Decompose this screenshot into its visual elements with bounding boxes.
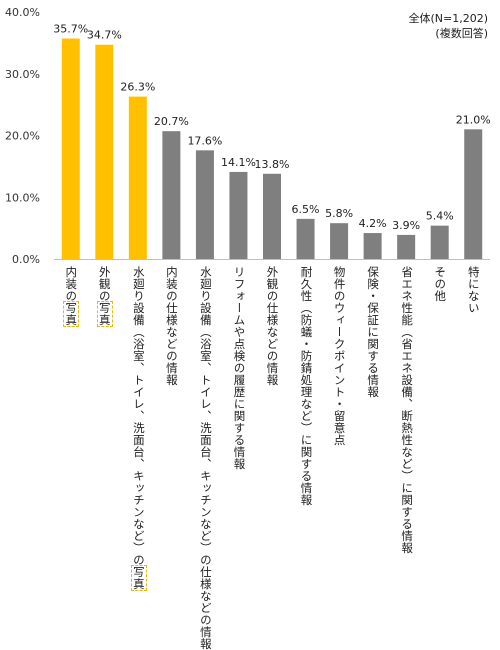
bar [229,171,248,259]
data-label: 5.8% [325,207,353,220]
label-text: 水廻り設備（浴室、トイレ、洗面台、キッチンなど）の [131,266,146,566]
category-label: 耐久性（防蟻・防錆処理など）に関する情報 [299,266,314,506]
bar [464,129,483,259]
y-tick-label: 10.0% [5,191,40,204]
category-label: 内装の写真 [63,266,80,327]
data-label: 34.7% [87,29,122,42]
label-text: 内装の [64,266,79,302]
category-label: 外観の仕様などの情報 [265,266,280,386]
bar [397,234,416,259]
data-label: 6.5% [292,203,320,216]
bar [296,218,315,259]
highlighted-word: 写真 [130,565,147,591]
bar [95,44,114,259]
category-label: その他 [432,266,447,302]
data-label: 21.0% [456,113,491,126]
label-text: 物件のウィークポイント・留意点 [332,266,347,446]
label-text: 外観の [97,266,112,302]
sample-size-note: 全体(N=1,202) [408,12,488,25]
category-label: リフォームや点検の履歴に関する情報 [231,266,246,470]
data-label: 35.7% [53,23,88,36]
bar [128,96,147,259]
label-text: 内装の仕様などの情報 [164,266,179,386]
bar [263,173,281,259]
label-text: 外観の仕様などの情報 [265,266,280,386]
category-label: 水廻り設備（浴室、トイレ、洗面台、キッチンなど）の写真 [130,266,147,591]
category-label: 特にない [466,266,481,314]
bar [61,38,80,259]
category-label: 水廻り設備（浴室、トイレ、洗面台、キッチンなど）の仕様などの情報 [198,266,213,650]
label-text: 特にない [466,266,481,314]
y-tick-label: 30.0% [5,68,40,81]
label-text: 保険・保証に関する情報 [366,266,381,398]
category-label: 外観の写真 [96,266,113,327]
label-text: 省エネ性能（省エネ設備、断熱性など）に関する情報 [400,266,415,554]
category-label: 内装の仕様などの情報 [164,266,179,386]
category-label: 物件のウィークポイント・留意点 [332,266,347,446]
y-tick-label: 0.0% [12,253,40,266]
bar [330,223,349,259]
y-tick-label: 40.0% [5,6,40,19]
label-text: リフォームや点検の履歴に関する情報 [232,266,247,470]
data-label: 5.4% [426,210,454,223]
label-text: 耐久性（防蟻・防錆処理など）に関する情報 [299,266,314,506]
label-text: その他 [433,266,448,302]
bar [363,233,382,259]
category-label: 省エネ性能（省エネ設備、断熱性など）に関する情報 [399,266,414,554]
highlighted-word: 写真 [96,301,113,327]
label-text: 水廻り設備（浴室、トイレ、洗面台、キッチンなど）の仕様などの情報 [198,266,213,650]
y-tick-label: 20.0% [5,130,40,143]
bar [162,131,181,259]
data-label: 26.3% [120,81,155,94]
bar [195,150,214,259]
data-label: 17.6% [187,134,222,147]
data-label: 20.7% [154,115,189,128]
multiple-answer-note: (複数回答) [435,27,488,40]
data-label: 3.9% [392,219,420,232]
data-label: 13.8% [255,158,290,171]
bar-chart: 0.0% 10.0% 20.0% 30.0% 40.0% 35.7%34.7% 26.3% 2… [5,6,491,266]
bar [430,225,449,259]
category-label: 保険・保証に関する情報 [365,266,380,398]
data-label: 4.2% [359,217,387,230]
highlighted-word: 写真 [63,301,80,327]
data-label: 14.1% [221,156,256,169]
